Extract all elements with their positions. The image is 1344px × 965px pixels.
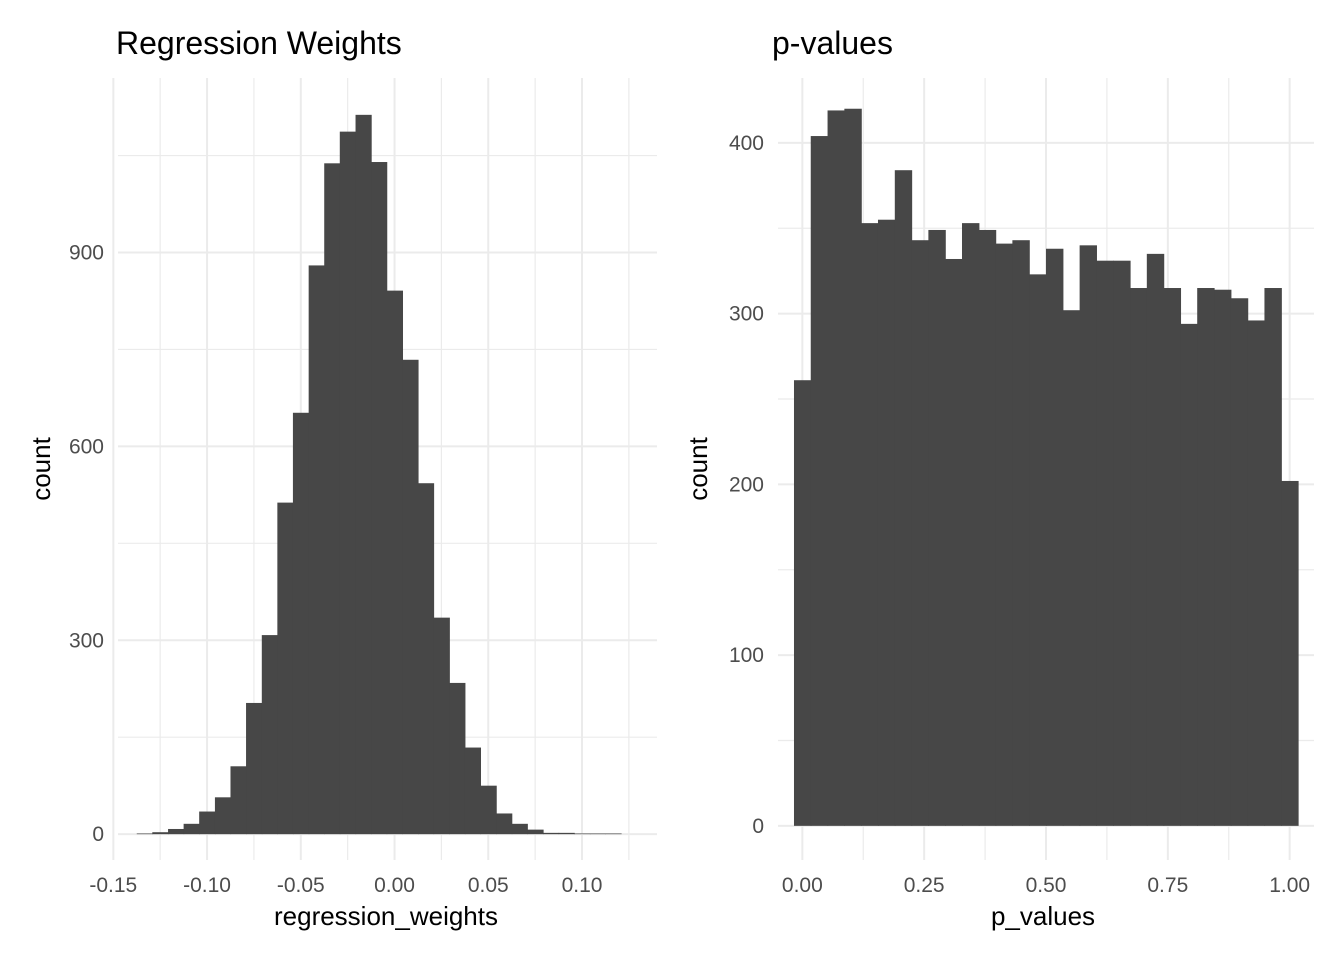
p-values-histogram-bar <box>844 108 862 826</box>
regression-weights-histogram-bar <box>449 682 466 835</box>
p-values-histogram-bar <box>1264 288 1282 826</box>
p-values-histogram-bar <box>1230 298 1249 826</box>
regression-weights-y-tick-label: 900 <box>69 241 104 264</box>
regression-weights-histogram-bar <box>605 833 622 835</box>
p-values-y-tick-label: 300 <box>729 303 764 326</box>
p-values-histogram-bar <box>928 229 946 826</box>
regression-weights-histogram-bar <box>355 114 372 835</box>
p-values-y-tick-label: 100 <box>729 644 764 667</box>
p-values-histogram-bar <box>1046 248 1064 826</box>
p-values-histogram-bar <box>1130 288 1148 826</box>
regression-weights-histogram-bar <box>339 131 357 835</box>
regression-weights-histogram-bar <box>246 702 263 835</box>
p-values-x-axis-title: p_values <box>991 901 1095 931</box>
p-values-histogram-bar <box>978 229 997 826</box>
regression-weights-y-axis-title: count <box>26 436 56 500</box>
p-values-bars <box>793 108 1299 826</box>
p-values-x-tick-label: 0.25 <box>904 874 945 897</box>
regression-weights-histogram-bar <box>511 823 528 835</box>
p-values-histogram-bar <box>1214 289 1232 826</box>
regression-weights-histogram-bar <box>308 265 325 835</box>
regression-weights-panel: 0 300 600 900 -0.15 -0.10 -0.05 0.00 0.05 0.10 R… <box>26 25 657 931</box>
regression-weights-x-tick-label: 0.05 <box>468 874 509 897</box>
regression-weights-y-ticks: 0 300 600 900 <box>69 241 104 846</box>
regression-weights-x-tick-label: -0.10 <box>183 874 231 897</box>
regression-weights-histogram-bar <box>464 747 481 835</box>
regression-weights-histogram-bar <box>152 832 169 835</box>
regression-weights-histogram-bar <box>402 359 419 835</box>
p-values-x-tick-label: 1.00 <box>1269 874 1310 897</box>
regression-weights-histogram-bar <box>230 766 247 835</box>
p-values-histogram-bar <box>995 243 1013 826</box>
regression-weights-x-axis-title: regression_weights <box>274 901 498 931</box>
regression-weights-histogram-bar <box>417 483 435 835</box>
p-values-histogram-bar <box>1062 310 1081 826</box>
p-values-x-tick-label: 0.50 <box>1026 874 1067 897</box>
p-values-histogram-bar <box>1247 320 1266 826</box>
p-values-histogram-bar <box>1113 260 1131 826</box>
regression-weights-bars <box>136 114 622 835</box>
p-values-histogram-bar <box>1096 260 1114 826</box>
p-values-y-tick-label: 400 <box>729 132 764 155</box>
p-values-histogram-bar <box>861 223 879 826</box>
p-values-x-ticks: 0.00 0.25 0.50 0.75 1.00 <box>782 874 1310 897</box>
p-values-y-axis-title: count <box>683 436 713 500</box>
p-values-y-ticks: 0 100 200 300 400 <box>729 132 764 838</box>
p-values-x-tick-label: 0.75 <box>1147 874 1188 897</box>
p-values-panel: 0 100 200 300 400 0.00 0.25 0.50 0.75 1.00 p-val… <box>683 25 1314 931</box>
regression-weights-histogram-bar <box>480 785 497 835</box>
regression-weights-histogram-bar <box>589 833 607 835</box>
regression-weights-y-tick-label: 300 <box>69 629 104 652</box>
p-values-histogram-bar <box>1012 240 1030 826</box>
p-values-histogram-bar <box>1197 288 1215 826</box>
regression-weights-histogram-bar <box>371 162 388 835</box>
regression-weights-y-tick-label: 0 <box>92 823 104 846</box>
regression-weights-histogram-bar <box>199 811 216 835</box>
p-values-histogram-bar <box>1163 288 1182 826</box>
p-values-histogram-bar <box>911 240 929 826</box>
regression-weights-x-tick-label: 0.00 <box>374 874 415 897</box>
p-values-histogram-bar <box>877 219 896 826</box>
regression-weights-y-tick-label: 600 <box>69 435 104 458</box>
regression-weights-histogram-bar <box>292 412 310 835</box>
p-values-histogram-bar <box>1146 253 1165 826</box>
p-values-y-tick-label: 200 <box>729 473 764 496</box>
p-values-histogram-bar <box>1079 245 1097 826</box>
p-values-title: p-values <box>772 25 893 61</box>
regression-weights-x-tick-label: -0.05 <box>277 874 325 897</box>
regression-weights-histogram-bar <box>496 813 513 835</box>
p-values-x-tick-label: 0.00 <box>782 874 823 897</box>
regression-weights-histogram-bar <box>277 502 294 835</box>
regression-weights-histogram-bar <box>136 833 153 835</box>
regression-weights-histogram-bar <box>386 290 404 835</box>
regression-weights-histogram-bar <box>558 832 575 835</box>
p-values-histogram-bar <box>1180 323 1198 826</box>
p-values-histogram-bar <box>894 170 913 826</box>
regression-weights-histogram-bar <box>261 635 278 835</box>
regression-weights-histogram-bar <box>183 823 200 835</box>
p-values-histogram-bar <box>1281 480 1299 826</box>
regression-weights-title: Regression Weights <box>116 25 402 61</box>
regression-weights-histogram-bar <box>433 617 450 835</box>
regression-weights-histogram-bar <box>168 828 185 835</box>
regression-weights-histogram-bar <box>527 829 544 835</box>
p-values-histogram-bar <box>1029 274 1047 826</box>
p-values-histogram-bar <box>793 380 812 826</box>
regression-weights-histogram-bar <box>324 163 341 835</box>
regression-weights-histogram-bar <box>543 832 560 835</box>
p-values-histogram-bar <box>810 136 829 826</box>
regression-weights-histogram-bar <box>214 797 232 835</box>
regression-weights-x-tick-label: 0.10 <box>562 874 603 897</box>
regression-weights-histogram-bar <box>574 833 591 835</box>
p-values-y-tick-label: 0 <box>752 815 764 838</box>
p-values-histogram-bar <box>961 223 980 826</box>
p-values-histogram-bar <box>945 258 963 826</box>
regression-weights-x-tick-label: -0.15 <box>89 874 137 897</box>
regression-weights-x-ticks: -0.15 -0.10 -0.05 0.00 0.05 0.10 <box>89 874 602 897</box>
p-values-histogram-bar <box>827 110 845 826</box>
